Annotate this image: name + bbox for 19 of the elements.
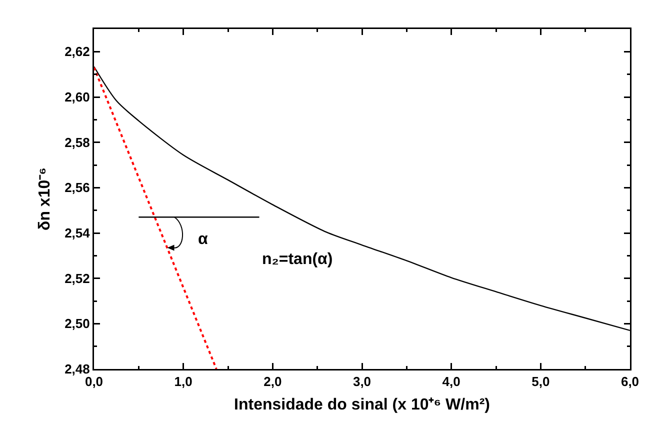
x-axis-title: Intensidade do sinal (x 10⁺⁶ W/m²) — [234, 396, 490, 414]
y-tick-label: 2,50 — [64, 316, 90, 332]
y-tick-label: 2,52 — [64, 270, 90, 286]
y-tick-label: 2,58 — [64, 134, 90, 150]
x-tick-label: 3,0 — [352, 374, 372, 390]
y-tick-label: 2,48 — [64, 362, 90, 377]
y-tick-label: 2,62 — [64, 44, 90, 60]
annotation: α — [198, 231, 208, 248]
y-axis-title: δn x10⁻⁶ — [36, 168, 54, 230]
x-tick-label: 1,0 — [174, 374, 192, 390]
x-tick-label: 2,0 — [264, 374, 282, 390]
x-tick-label: 4,0 — [442, 374, 460, 390]
y-tick-label: 2,54 — [64, 226, 91, 241]
x-tick-label: 0,0 — [84, 374, 104, 390]
annotation: n₂=tan(α) — [262, 251, 333, 268]
x-tick-label: 6,0 — [620, 374, 640, 390]
y-tick-label: 2,60 — [64, 90, 90, 105]
x-tick-label: 5,0 — [532, 374, 550, 390]
y-tick-label: 2,56 — [64, 180, 90, 196]
